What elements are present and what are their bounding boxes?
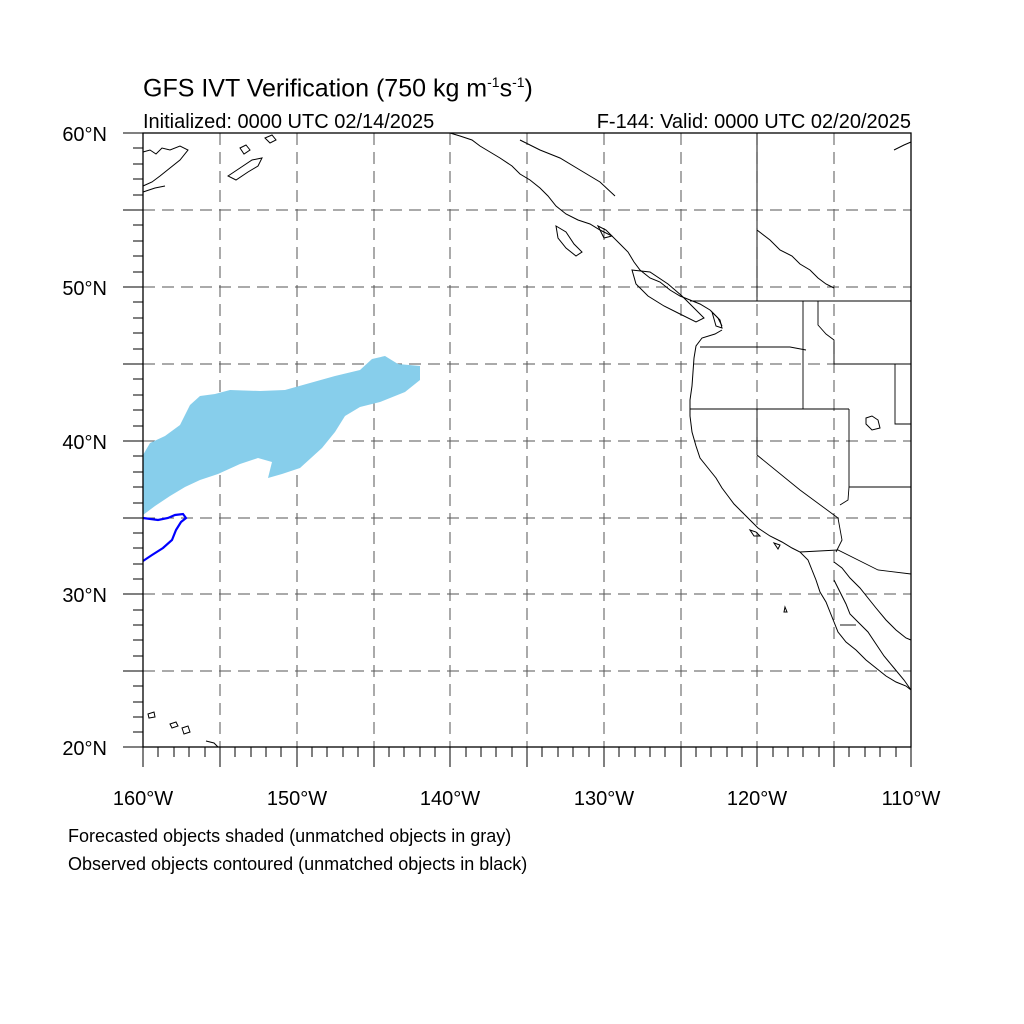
lon-label-110w: 110°W (882, 788, 941, 810)
lon-label-150w: 150°W (267, 788, 327, 810)
lat-label-30: 30°N (62, 585, 107, 607)
valid-time: F-144: Valid: 0000 UTC 02/20/2025 (596, 111, 911, 133)
lat-label-50: 50°N (62, 278, 107, 300)
gridlines (143, 133, 911, 747)
lon-label-130w: 130°W (574, 788, 634, 810)
lon-ticks (142, 747, 912, 767)
lon-label-160w: 160°W (113, 788, 173, 810)
lat-label-40: 40°N (62, 432, 107, 454)
initialized-time: Initialized: 0000 UTC 02/14/2025 (143, 111, 435, 133)
lat-labels: 20°N 30°N 40°N 50°N 60°N (62, 124, 107, 760)
lon-label-140w: 140°W (420, 788, 480, 810)
footnote-observed: Observed objects contoured (unmatched ob… (68, 854, 528, 874)
observed-ivt-contour (142, 512, 188, 562)
lat-label-60: 60°N (62, 124, 107, 146)
lon-label-120w: 120°W (727, 788, 787, 810)
lat-label-20: 20°N (62, 738, 107, 760)
lat-ticks (123, 132, 143, 748)
footnote-forecast: Forecasted objects shaded (unmatched obj… (68, 826, 512, 846)
forecast-ivt-object (143, 356, 420, 515)
lon-labels: 160°W 150°W 140°W 130°W 120°W 110°W (113, 788, 941, 810)
political-borders (690, 133, 912, 626)
coastlines (142, 132, 912, 748)
map-title: GFS IVT Verification (750 kg m-1s-1) (143, 74, 533, 103)
